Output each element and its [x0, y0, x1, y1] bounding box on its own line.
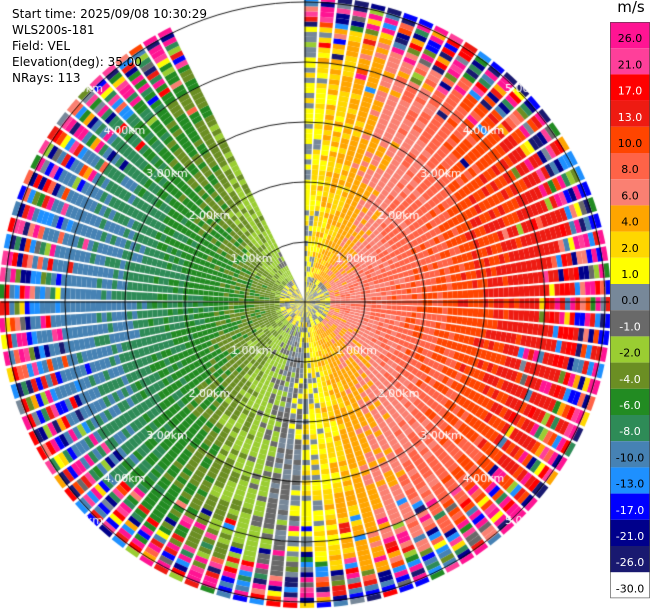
- colorbar-swatch: [610, 74, 650, 101]
- colorbar-swatch: [610, 48, 650, 75]
- colorbar-swatch: [610, 257, 650, 284]
- colorbar-tick-label: 26.0: [618, 32, 643, 45]
- colorbar-tick-label: 21.0: [618, 58, 643, 71]
- nrays-text: NRays: 113: [12, 71, 81, 85]
- colorbar-swatch: [610, 336, 650, 363]
- colorbar-tick-label: 4.0: [621, 216, 639, 229]
- colorbar-swatch: [610, 362, 650, 389]
- colorbar-swatch: [610, 493, 650, 520]
- elevation-text: Elevation(deg): 35.00: [12, 55, 142, 69]
- colorbar-tick-label: 8.0: [621, 163, 639, 176]
- colorbar-tick-label: -26.0: [616, 556, 644, 569]
- colorbar-tick-label: -2.0: [619, 347, 640, 360]
- colorbar-tick-label: -13.0: [616, 478, 644, 491]
- colorbar-tick-label: -8.0: [619, 425, 640, 438]
- colorbar-tick-label: 13.0: [618, 111, 643, 124]
- colorbar-swatch: [610, 467, 650, 494]
- colorbar-swatch: [610, 284, 650, 311]
- colorbar-swatch: [610, 126, 650, 153]
- colorbar-swatch: [610, 205, 650, 232]
- colorbar-tick-label: 2.0: [621, 242, 639, 255]
- colorbar-tick-label: -10.0: [616, 451, 644, 464]
- colorbar-tick-label: 0.0: [621, 294, 639, 307]
- colorbar-swatch: [610, 179, 650, 206]
- colorbar-tick-label: -21.0: [616, 530, 644, 543]
- colorbar-swatch: [610, 153, 650, 180]
- colorbar-tick-label: -1.0: [619, 320, 640, 333]
- colorbar-tick-label: 10.0: [618, 137, 643, 150]
- field-text: Field: VEL: [12, 39, 71, 53]
- colorbar-swatch: [610, 22, 650, 49]
- instrument-text: WLS200s-181: [12, 23, 95, 37]
- start-time-text: Start time: 2025/09/08 10:30:29: [12, 7, 207, 21]
- colorbar-tick-label: -30.0: [616, 582, 644, 595]
- colorbar-swatch: [610, 546, 650, 573]
- colorbar-tick-label: -17.0: [616, 504, 644, 517]
- colorbar-unit-label: m/s: [617, 0, 645, 16]
- colorbar-swatch: [610, 388, 650, 415]
- colorbar-swatch: [610, 310, 650, 337]
- colorbar-tick-label: 17.0: [618, 85, 643, 98]
- colorbar-swatch: [610, 519, 650, 546]
- plot-info: Start time: 2025/09/08 10:30:29 WLS200s-…: [12, 6, 207, 86]
- colorbar-swatch: [610, 441, 650, 468]
- colorbar-swatch: [610, 415, 650, 442]
- colorbar-swatch: [610, 100, 650, 127]
- colorbar: 26.0 21.0 17.0 13.0 10.0 8.0 6.0 4.0 2.0 1.0 0.0 -1…: [610, 22, 650, 599]
- colorbar-tick-label: 1.0: [621, 268, 639, 281]
- colorbar-tick-label: 6.0: [621, 189, 639, 202]
- colorbar-tick-label: -4.0: [619, 373, 640, 386]
- colorbar-tick-label: -6.0: [619, 399, 640, 412]
- colorbar-swatch: [610, 231, 650, 258]
